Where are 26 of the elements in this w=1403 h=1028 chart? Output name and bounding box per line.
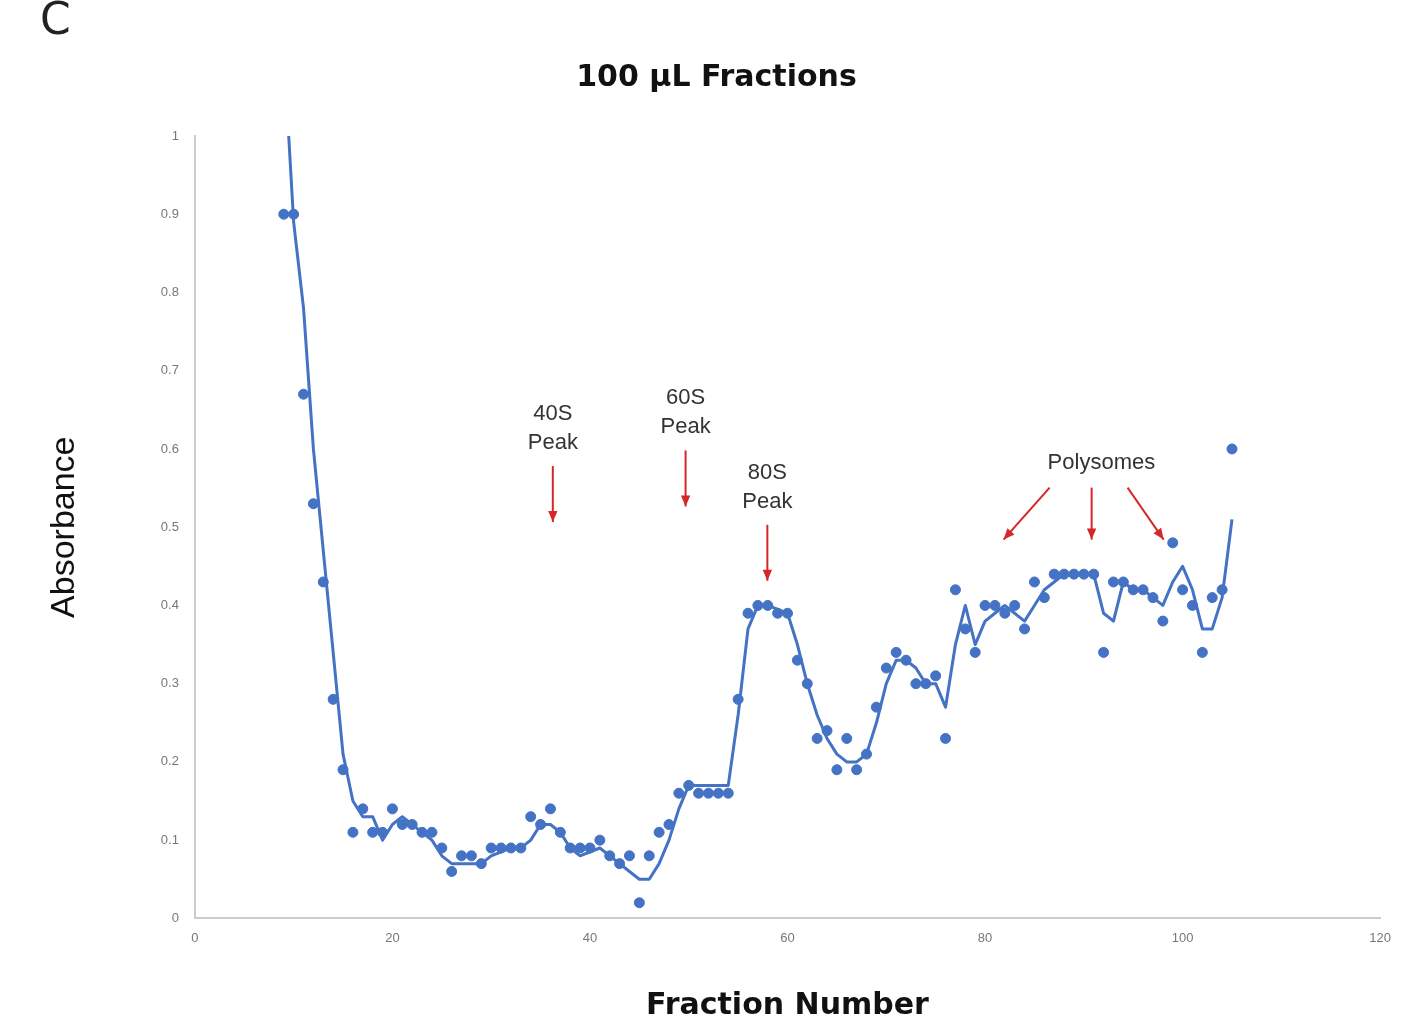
y-tick-label: 0.7 [160,362,179,378]
y-tick-label: 0.3 [160,675,179,691]
y-tick-label: 0.5 [160,518,179,534]
y-tick-label: 0.1 [160,831,179,847]
y-tick-label: 0.8 [160,284,179,300]
x-tick-label: 0 [191,929,199,945]
y-tick-label: 1 [171,127,179,143]
x-tick-label: 100 [1171,929,1194,945]
y-axis-title: Absorbance [42,436,81,618]
x-tick-label: 60 [780,929,795,945]
chart-title: 100 µL Fractions [576,57,857,93]
annotation: Polysomes [1047,447,1156,476]
annotation: 40S Peak [526,399,579,457]
annotation: 60S Peak [659,383,712,441]
y-tick-label: 0 [171,909,179,925]
y-tick-label: 0.2 [160,753,179,769]
text: C [40,0,71,44]
y-tick-label: 0.4 [160,597,179,613]
x-tick-label: 40 [582,929,598,945]
y-tick-label: 0.9 [160,205,179,221]
x-tick-label: 80 [977,929,993,945]
x-tick-label: 20 [385,929,400,945]
annotation: 80S Peak [741,457,794,515]
x-tick-label: 120 [1369,929,1392,945]
x-axis-title: Fraction Number [646,985,930,1021]
y-tick-label: 0.6 [160,440,179,456]
